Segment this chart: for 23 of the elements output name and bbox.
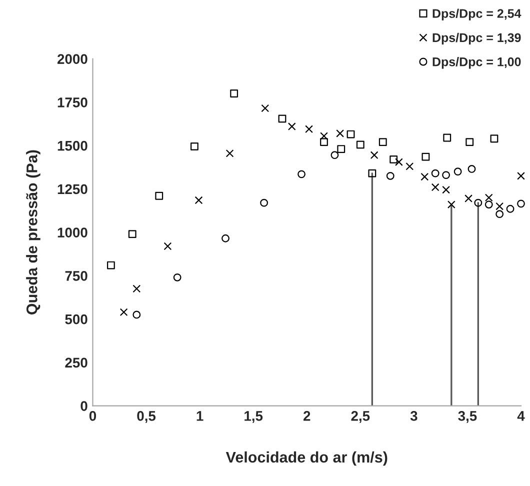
x-tick-label: 3,5 <box>458 411 477 423</box>
x-axis-title: Velocidade do ar (m/s) <box>226 451 388 466</box>
y-tick-label: 750 <box>65 271 88 281</box>
y-tick-label: 2000 <box>57 54 88 64</box>
legend-label: Dps/Dpc = 1,00 <box>432 57 521 69</box>
legend-label: Dps/Dpc = 1,39 <box>432 32 521 45</box>
x-tick-label: 2,5 <box>351 411 370 423</box>
y-tick-label: 500 <box>65 314 88 324</box>
y-tick-label: 1250 <box>58 184 88 194</box>
x-tick-label: 0 <box>89 411 96 421</box>
legend-label: Dps/Dpc = 2,54 <box>432 8 522 20</box>
x-tick-label: 4 <box>517 411 525 421</box>
y-axis-title: Queda de pressão (Pa) <box>26 150 40 314</box>
x-tick-label: 2 <box>303 411 310 421</box>
y-tick-label: 250 <box>65 358 88 368</box>
y-tick-label: 1750 <box>58 98 88 108</box>
y-tick-label: 1000 <box>58 228 88 238</box>
y-tick-label: 0 <box>80 401 88 411</box>
x-tick-label: 1 <box>196 411 204 421</box>
x-tick-label: 3 <box>410 411 418 421</box>
x-tick-label: 1,5 <box>244 411 263 423</box>
x-tick-label: 0,5 <box>137 411 156 423</box>
y-tick-label: 1500 <box>58 140 88 151</box>
